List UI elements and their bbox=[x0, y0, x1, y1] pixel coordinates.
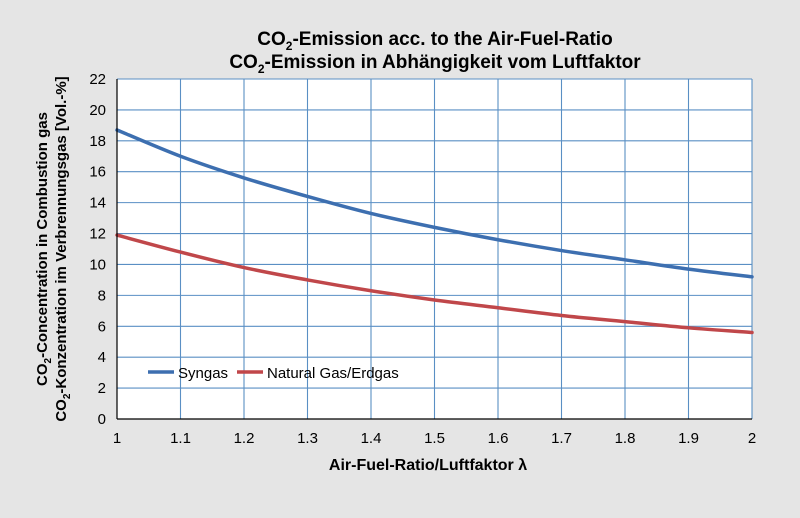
x-tick-label: 1.6 bbox=[488, 430, 509, 447]
y-tick-label: 18 bbox=[89, 133, 106, 150]
chart-title-line-1: CO2-Emission acc. to the Air-Fuel-Ratio bbox=[257, 29, 612, 53]
x-tick-label: 1.7 bbox=[551, 430, 572, 447]
legend-label-natural-gas: Natural Gas/Erdgas bbox=[267, 365, 399, 382]
x-tick-label: 1.9 bbox=[678, 430, 699, 447]
y-tick-label: 12 bbox=[89, 226, 106, 243]
x-tick-label: 1.1 bbox=[170, 430, 191, 447]
series-lines bbox=[115, 128, 754, 335]
x-axis-label: Air-Fuel-Ratio/Luftfaktor λ bbox=[329, 457, 527, 474]
legend-label-syngas: Syngas bbox=[178, 365, 228, 382]
y-tick-label: 22 bbox=[89, 71, 106, 88]
y-axis-label-line-2: CO2-Konzentration im Verbrennungsgas [Vo… bbox=[53, 76, 73, 421]
y-tick-label: 14 bbox=[89, 195, 106, 212]
series-line-natural-gas bbox=[115, 233, 754, 335]
y-tick-label: 6 bbox=[98, 318, 106, 335]
y-tick-label: 4 bbox=[98, 349, 106, 366]
x-tick-label: 1.3 bbox=[297, 430, 318, 447]
y-tick-label: 8 bbox=[98, 287, 106, 304]
y-tick-labels: 0 2 4 6 8 10 12 14 16 18 20 22 bbox=[89, 71, 106, 428]
legend: Syngas Natural Gas/Erdgas bbox=[148, 365, 399, 382]
y-axis-label-line-1: CO2-Concentration in Combustion gas bbox=[34, 112, 54, 386]
x-tick-label: 1.2 bbox=[234, 430, 255, 447]
chart-title-line-2: CO2-Emission in Abhängigkeit vom Luftfak… bbox=[229, 52, 641, 76]
x-tick-labels: 1 1.1 1.2 1.3 1.4 1.5 1.6 1.7 1.8 1.9 2 bbox=[113, 430, 756, 447]
series-line-syngas bbox=[115, 128, 754, 279]
x-tick-label: 1 bbox=[113, 430, 121, 447]
x-tick-label: 1.5 bbox=[424, 430, 445, 447]
y-tick-label: 16 bbox=[89, 164, 106, 181]
y-tick-label: 10 bbox=[89, 256, 106, 273]
y-axis-label: CO2-Concentration in Combustion gas CO2-… bbox=[34, 76, 73, 421]
x-tick-label: 1.4 bbox=[361, 430, 382, 447]
x-tick-label: 2 bbox=[748, 430, 756, 447]
x-gridlines bbox=[179, 79, 753, 419]
y-tick-label: 2 bbox=[98, 380, 106, 397]
y-tick-label: 0 bbox=[98, 411, 106, 428]
x-tick-label: 1.8 bbox=[615, 430, 636, 447]
y-tick-label: 20 bbox=[89, 102, 106, 119]
